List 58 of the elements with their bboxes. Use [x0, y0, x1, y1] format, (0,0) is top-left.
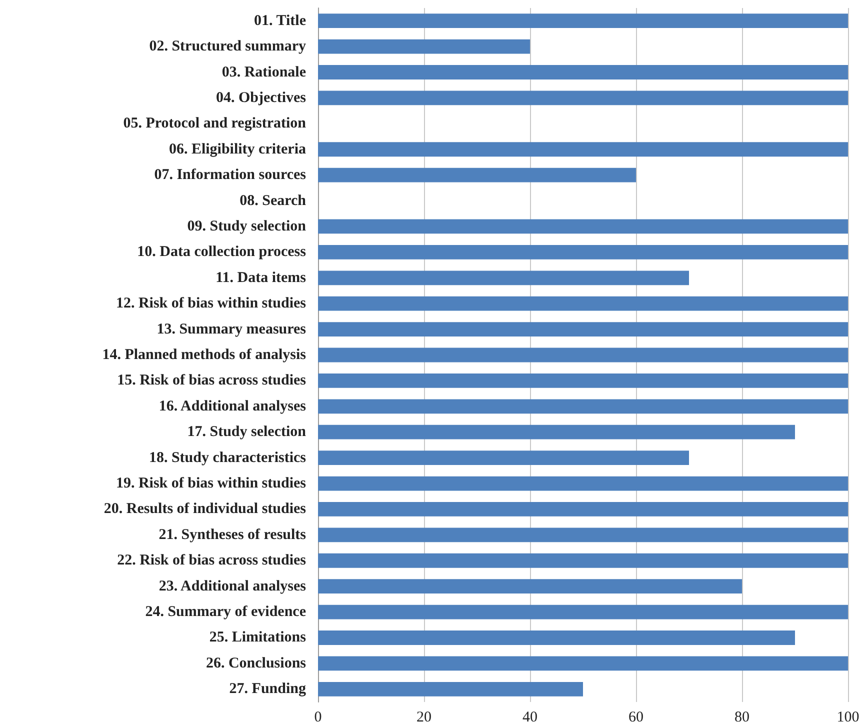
y-tick-label: 01. Title: [254, 12, 306, 29]
bar: [318, 90, 848, 106]
y-tick-label: 23. Additional analyses: [158, 578, 306, 594]
x-tick-label: 20: [416, 710, 432, 726]
bar: [318, 656, 848, 671]
bar: [318, 296, 848, 311]
y-tick-label: 20. Results of individual studies: [104, 501, 306, 518]
y-tick-label: 12. Risk of bias within studies: [116, 296, 306, 312]
bar: [318, 579, 742, 594]
bar: [318, 399, 848, 414]
bar: [318, 502, 848, 516]
y-tick-label: 09. Study selection: [187, 218, 307, 234]
y-tick-label: 08. Search: [240, 192, 307, 209]
x-tick-label: 80: [734, 710, 750, 726]
bar: [318, 14, 848, 28]
bar: [318, 322, 848, 336]
bar: [318, 39, 530, 54]
bar: [318, 374, 848, 388]
y-tick-label: 06. Eligibility criteria: [168, 141, 306, 158]
bar: [318, 450, 689, 466]
y-tick-label: 13. Summary measures: [156, 321, 306, 338]
y-tick-label: 15. Risk of bias across studies: [117, 372, 306, 389]
bar: [318, 630, 795, 645]
y-tick-label: 25. Limitations: [209, 630, 306, 646]
y-tick-label: 17. Study selection: [187, 424, 307, 440]
bar: [318, 270, 689, 286]
y-tick-label: 16. Additional analyses: [158, 398, 306, 414]
bar: [318, 244, 848, 260]
bar: [318, 142, 848, 157]
x-tick-label: 60: [628, 710, 644, 726]
y-tick-label: 03. Rationale: [222, 64, 306, 80]
y-tick-label: 04. Objectives: [216, 90, 306, 106]
bar: [318, 348, 848, 362]
y-tick-label: 22. Risk of bias across studies: [117, 552, 306, 569]
y-tick-label: 07. Information sources: [154, 167, 306, 184]
y-tick-label: 10. Data collection process: [137, 244, 306, 260]
y-tick-label: 27. Funding: [229, 681, 306, 698]
bar: [318, 682, 583, 696]
bar: [318, 219, 848, 234]
x-tick-label: 0: [314, 710, 322, 726]
y-tick-label: 26. Conclusions: [206, 655, 306, 672]
y-tick-label: 02. Structured summary: [149, 38, 306, 55]
x-tick-label: 40: [522, 710, 538, 726]
x-tick-label: 100: [836, 710, 860, 726]
bar: [318, 604, 848, 620]
y-tick-label: 21. Syntheses of results: [158, 526, 306, 543]
bar: [318, 424, 795, 440]
bar: [318, 553, 848, 568]
y-tick-label: 19. Risk of bias within studies: [116, 476, 306, 492]
y-tick-label: 18. Study characteristics: [148, 450, 306, 466]
bar: [318, 65, 848, 80]
bar: [318, 528, 848, 542]
y-tick-label: 05. Protocol and registration: [123, 116, 307, 132]
bar: [318, 168, 636, 182]
y-tick-label: 11. Data items: [216, 270, 306, 286]
y-tick-label: 14. Planned methods of analysis: [102, 347, 306, 363]
bar: [318, 476, 848, 491]
y-tick-label: 24. Summary of evidence: [145, 604, 306, 620]
